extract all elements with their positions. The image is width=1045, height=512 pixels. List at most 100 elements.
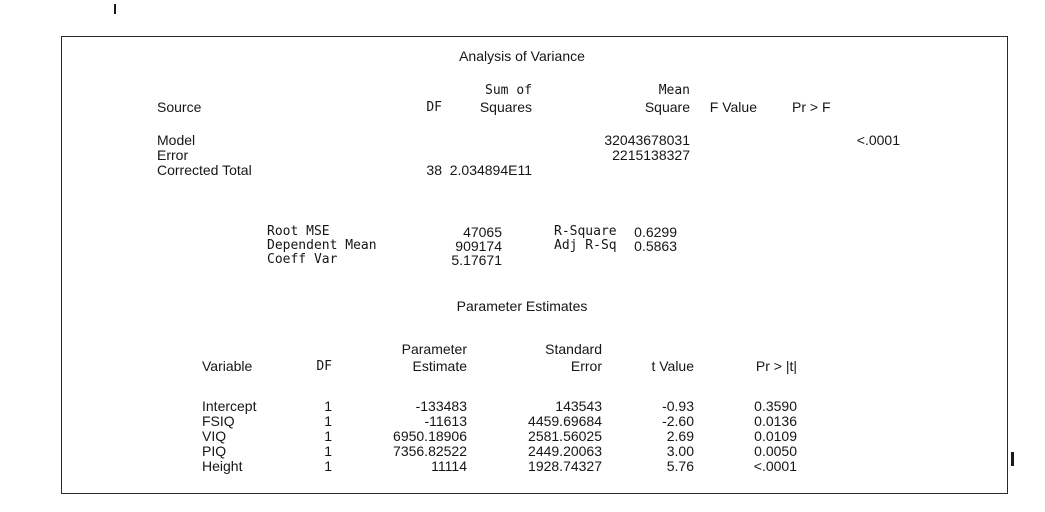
table-row: Root MSE 47065 R-Square 0.6299 bbox=[62, 224, 1007, 240]
table-row: Error 2215138327 bbox=[62, 148, 1007, 163]
cell-stat-label: Root MSE bbox=[267, 224, 330, 239]
cell-pr-f bbox=[757, 148, 900, 163]
pe-header-parameter: Parameter bbox=[401, 341, 467, 357]
cell-standard-error: 143543 bbox=[555, 398, 602, 414]
table-row: Intercept 1 -133483 143543 -0.93 0.3590 bbox=[62, 399, 1007, 414]
anova-header-square: Square bbox=[644, 99, 690, 115]
cell-estimate: 6950.18906 bbox=[393, 428, 467, 444]
cell-standard-error: 4459.69684 bbox=[528, 413, 602, 429]
table-row: PIQ 1 7356.82522 2449.20063 3.00 0.0050 bbox=[62, 444, 1007, 459]
anova-header-sum-of: Sum of bbox=[485, 83, 532, 98]
cell-f-value bbox=[690, 148, 757, 163]
anova-body: Model 32043678031 <.0001 Error 221513832… bbox=[62, 133, 1007, 178]
cell-pr-t: 0.0136 bbox=[754, 413, 797, 429]
cell-variable: Height bbox=[202, 458, 243, 474]
anova-header-df: DF bbox=[426, 100, 442, 115]
table-row: Coeff Var 5.17671 bbox=[62, 252, 1007, 268]
anova-header-row-2: Source DF Squares Square F Value Pr > F bbox=[62, 99, 1007, 116]
cell-df: 1 bbox=[324, 443, 332, 459]
cell-t-value: 5.76 bbox=[666, 458, 694, 474]
anova-header-mean: Mean bbox=[658, 83, 690, 98]
cell-sum-of-squares bbox=[442, 148, 532, 163]
cell-variable: VIQ bbox=[202, 428, 227, 444]
cell-df: 1 bbox=[324, 428, 332, 444]
pe-header-t-value: t Value bbox=[651, 358, 694, 374]
empty-cell bbox=[337, 82, 442, 99]
empty-cell bbox=[157, 82, 337, 99]
empty-cell bbox=[202, 341, 312, 358]
stray-mark-top bbox=[114, 4, 116, 14]
cell-stat-label-2: R-Square bbox=[554, 224, 617, 239]
cell-stat-label-2 bbox=[502, 253, 627, 267]
cell-standard-error: 2581.56025 bbox=[528, 428, 602, 444]
cell-stat-value: 47065 bbox=[463, 224, 502, 240]
cell-sum-of-squares bbox=[442, 133, 532, 148]
pe-header-df: DF bbox=[316, 359, 332, 374]
empty-cell bbox=[312, 341, 332, 358]
cell-df: 1 bbox=[324, 398, 332, 414]
cell-stat-value: 909174 bbox=[455, 238, 502, 254]
cell-stat-value-2: 0.6299 bbox=[634, 224, 677, 240]
empty-cell bbox=[690, 82, 757, 99]
anova-title: Analysis of Variance bbox=[459, 48, 585, 64]
cell-estimate: -11613 bbox=[424, 413, 467, 429]
table-row: Height 1 11114 1928.74327 5.76 <.0001 bbox=[62, 459, 1007, 474]
cell-pr-t: <.0001 bbox=[753, 458, 797, 474]
cell-t-value: -0.93 bbox=[662, 398, 694, 414]
pe-header-error: Error bbox=[570, 358, 602, 374]
cell-df: 1 bbox=[324, 458, 332, 474]
anova-header-squares: Squares bbox=[479, 99, 532, 115]
cell-stat-value-2: 0.5863 bbox=[634, 238, 677, 254]
cell-pr-t: 0.0050 bbox=[754, 443, 797, 459]
stray-mark-right bbox=[1011, 452, 1014, 466]
cell-standard-error: 2449.20063 bbox=[528, 443, 602, 459]
pe-header-pr-t: Pr > |t| bbox=[755, 358, 797, 374]
cell-df bbox=[337, 133, 442, 148]
anova-header-row-1: Sum of Mean bbox=[62, 82, 1007, 99]
anova-header-f-value: F Value bbox=[709, 99, 757, 115]
fit-statistics: Root MSE 47065 R-Square 0.6299 Dependent… bbox=[62, 224, 1007, 268]
cell-estimate: -133483 bbox=[415, 398, 467, 414]
pe-header-row-1: Parameter Standard bbox=[62, 341, 1007, 358]
cell-df: 1 bbox=[324, 413, 332, 429]
cell-mean-square bbox=[532, 163, 690, 178]
cell-mean-square: 32043678031 bbox=[604, 132, 690, 148]
anova-header-pr-f: Pr > F bbox=[792, 99, 831, 115]
parameter-estimates-header: Parameter Standard Variable DF Estimate … bbox=[62, 341, 1007, 375]
cell-mean-square: 2215138327 bbox=[612, 147, 690, 163]
cell-stat-value: 5.17671 bbox=[451, 252, 502, 268]
cell-source: Model bbox=[157, 132, 196, 148]
table-row: FSIQ 1 -11613 4459.69684 -2.60 0.0136 bbox=[62, 414, 1007, 429]
pe-header-variable: Variable bbox=[202, 358, 253, 374]
parameter-estimates-title: Parameter Estimates bbox=[456, 298, 588, 314]
cell-pr-t: 0.0109 bbox=[754, 428, 797, 444]
pe-header-estimate: Estimate bbox=[412, 358, 467, 374]
parameter-estimates-body: Intercept 1 -133483 143543 -0.93 0.3590 … bbox=[62, 399, 1007, 474]
cell-stat-label-2: Adj R-Sq bbox=[554, 238, 617, 253]
cell-sum-of-squares: 2.034894E11 bbox=[449, 162, 532, 178]
cell-variable: Intercept bbox=[202, 398, 257, 414]
cell-standard-error: 1928.74327 bbox=[528, 458, 602, 474]
cell-variable: FSIQ bbox=[202, 413, 235, 429]
cell-pr-f bbox=[757, 163, 900, 178]
empty-cell bbox=[694, 341, 797, 358]
cell-source: Corrected Total bbox=[157, 162, 252, 178]
cell-t-value: -2.60 bbox=[662, 413, 694, 429]
empty-cell bbox=[757, 82, 900, 99]
anova-header: Sum of Mean Source DF Squares Square F V… bbox=[62, 82, 1007, 116]
cell-f-value bbox=[690, 163, 757, 178]
cell-pr-f: <.0001 bbox=[856, 132, 900, 148]
output-frame: Analysis of Variance Sum of Mean Source … bbox=[61, 36, 1008, 494]
cell-variable: PIQ bbox=[202, 443, 227, 459]
table-row: VIQ 1 6950.18906 2581.56025 2.69 0.0109 bbox=[62, 429, 1007, 444]
cell-stat-label: Dependent Mean bbox=[267, 238, 377, 253]
cell-t-value: 3.00 bbox=[666, 443, 694, 459]
cell-estimate: 11114 bbox=[431, 458, 467, 474]
empty-cell bbox=[602, 341, 694, 358]
table-row: Corrected Total 38 2.034894E11 bbox=[62, 163, 1007, 178]
cell-pr-t: 0.3590 bbox=[754, 398, 797, 414]
cell-t-value: 2.69 bbox=[666, 428, 694, 444]
cell-source: Error bbox=[157, 147, 189, 163]
pe-header-row-2: Variable DF Estimate Error t Value Pr > … bbox=[62, 358, 1007, 375]
table-row: Model 32043678031 <.0001 bbox=[62, 133, 1007, 148]
